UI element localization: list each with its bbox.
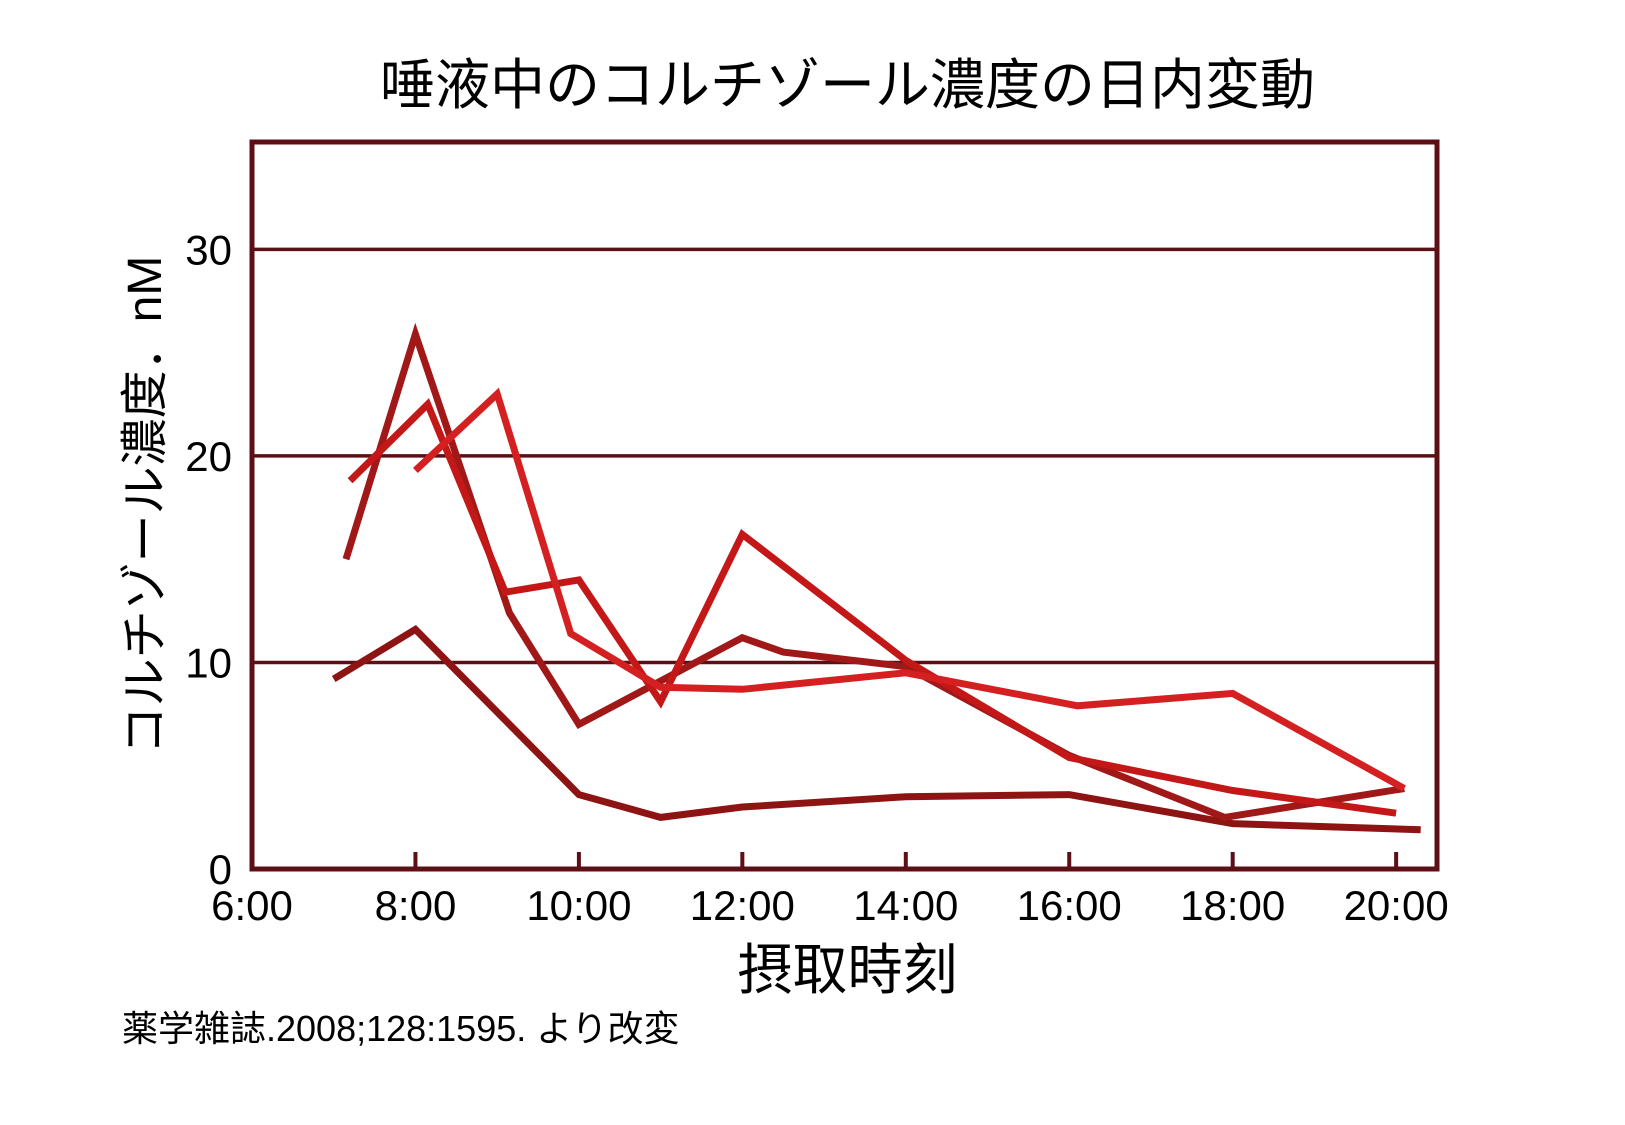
x-axis-label: 摂取時刻 [737,939,958,1001]
series-subject-bright-red [413,387,1406,792]
plot-border [249,139,1440,872]
citation-text: 薬学雑誌.2008;128:1595. より改変 [122,1008,680,1049]
x-tick-label-16:00: 16:00 [1017,882,1122,929]
x-tick-label-8:00: 8:00 [375,882,457,929]
y-tick-label-30: 30 [185,226,232,273]
x-tick-label-6:00: 6:00 [211,882,293,929]
series-subject-dark-high [342,322,1405,822]
x-tick-label-20:00: 20:00 [1344,882,1449,929]
x-tick-label-14:00: 14:00 [853,882,958,929]
series-subject-dark-low [331,624,1421,834]
series-subject-red [347,398,1397,817]
x-tick-label-10:00: 10:00 [526,882,631,929]
y-tick-label-20: 20 [185,433,232,480]
x-tick-label-18:00: 18:00 [1180,882,1285,929]
y-tick-label-0: 0 [209,846,232,893]
chart-title: 唾液中のコルチゾール濃度の日内変動 [379,54,1315,116]
y-tick-label-10: 10 [185,639,232,686]
x-tick-label-12:00: 12:00 [690,882,795,929]
